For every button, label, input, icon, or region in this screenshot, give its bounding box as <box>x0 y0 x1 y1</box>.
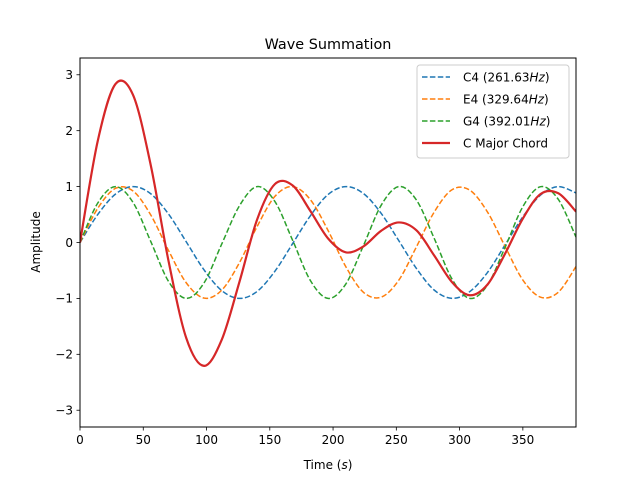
legend-label-main: C4 (261.63 <box>463 71 530 85</box>
legend-label-main: C Major Chord <box>463 137 548 151</box>
x-axis-label-var: s <box>341 458 347 472</box>
y-tick-label: −2 <box>55 348 73 362</box>
legend-label-end: ) <box>544 93 549 107</box>
legend-label: C Major Chord <box>463 137 548 151</box>
y-tick-label: −3 <box>55 404 73 418</box>
legend-label-main: E4 (329.64 <box>463 93 529 107</box>
series-line-e4 <box>80 185 576 300</box>
legend-label-unit: Hz <box>530 115 546 129</box>
legend-label-end: ) <box>545 71 550 85</box>
x-tick-label: 50 <box>136 433 151 447</box>
y-axis-label: Amplitude <box>29 211 43 273</box>
series-line-c-major-chord <box>80 79 576 367</box>
legend-label: C4 (261.63Hz) <box>463 71 550 85</box>
x-tick-label: 300 <box>448 433 471 447</box>
series-line-c4 <box>80 185 576 300</box>
legend-label-unit: Hz <box>529 93 545 107</box>
x-axis-label: Time (s) <box>303 458 353 472</box>
x-axis-ticks: 0 50 100 150 200 250 300 350 <box>76 427 534 447</box>
y-tick-label: 2 <box>65 124 73 138</box>
x-tick-label: 200 <box>322 433 345 447</box>
legend-box <box>416 64 570 159</box>
y-tick-label: 0 <box>65 236 73 250</box>
legend-label-main: G4 (392.01 <box>463 115 530 129</box>
y-tick-label: −1 <box>55 292 73 306</box>
legend-label: E4 (329.64Hz) <box>463 93 549 107</box>
x-tick-label: 150 <box>258 433 281 447</box>
x-tick-label: 250 <box>385 433 408 447</box>
y-tick-label: 1 <box>65 180 73 194</box>
legend: C4 (261.63Hz)E4 (329.64Hz)G4 (392.01Hz)C… <box>416 64 570 159</box>
legend-label-end: ) <box>546 115 551 129</box>
series-layer <box>80 79 576 367</box>
chart-title: Wave Summation <box>265 37 392 53</box>
x-axis-label-end: ) <box>348 458 353 472</box>
legend-label: G4 (392.01Hz) <box>463 115 550 129</box>
x-tick-label: 350 <box>511 433 534 447</box>
x-tick-label: 100 <box>195 433 218 447</box>
y-tick-label: 3 <box>65 68 73 82</box>
x-axis-label-main: Time ( <box>303 458 342 472</box>
legend-label-unit: Hz <box>530 71 546 85</box>
y-axis-ticks: −3 −2 −1 0 1 2 3 <box>55 68 80 418</box>
x-tick-label: 0 <box>76 433 84 447</box>
